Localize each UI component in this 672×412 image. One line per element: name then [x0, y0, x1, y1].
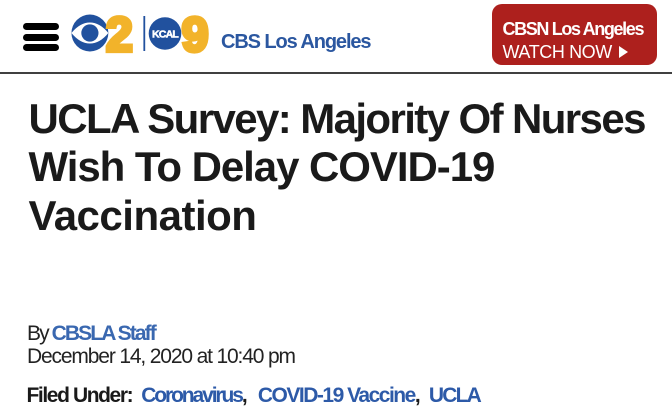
- svg-text:KCAL: KCAL: [152, 28, 179, 40]
- svg-text:2: 2: [106, 9, 133, 60]
- svg-text:9: 9: [182, 9, 209, 60]
